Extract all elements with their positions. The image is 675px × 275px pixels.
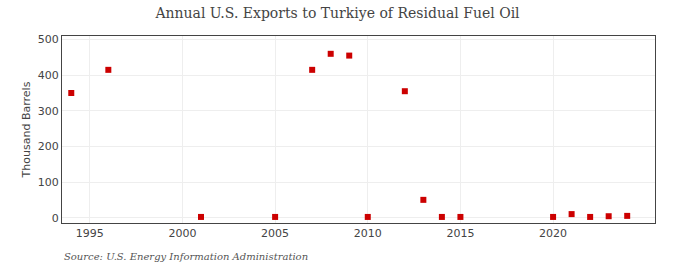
svg-text:Thousand Barrels: Thousand Barrels (20, 81, 33, 178)
svg-text:300: 300 (38, 105, 59, 118)
svg-text:200: 200 (38, 140, 59, 153)
svg-text:2010: 2010 (354, 227, 382, 240)
svg-text:2005: 2005 (261, 227, 289, 240)
svg-text:1995: 1995 (76, 227, 104, 240)
svg-text:400: 400 (38, 69, 59, 82)
svg-text:500: 500 (38, 33, 59, 46)
svg-text:2020: 2020 (539, 227, 567, 240)
svg-text:100: 100 (38, 176, 59, 189)
svg-text:0: 0 (52, 212, 59, 225)
svg-text:Annual U.S. Exports to Turkiye: Annual U.S. Exports to Turkiye of Residu… (154, 5, 520, 21)
svg-text:2000: 2000 (168, 227, 196, 240)
svg-text:2015: 2015 (446, 227, 474, 240)
svg-text:Source: U.S. Energy Informatio: Source: U.S. Energy Information Administ… (64, 251, 308, 262)
